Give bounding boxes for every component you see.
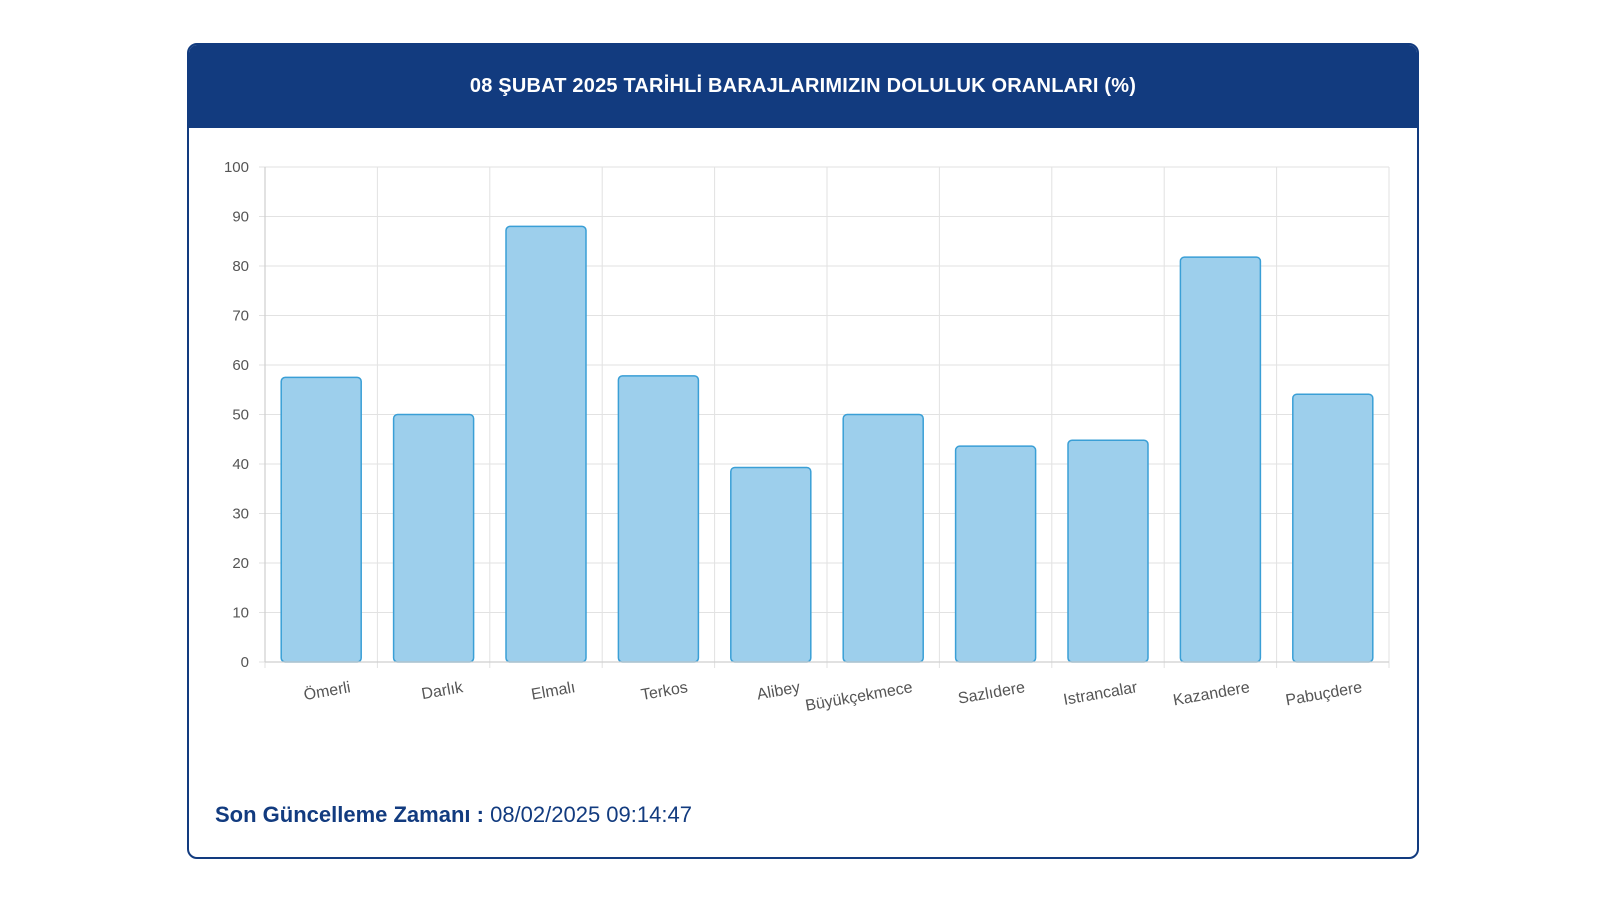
y-tick-label: 80 [232, 258, 249, 275]
bars [280, 225, 1374, 663]
x-tick-label: Pabuçdere [1284, 679, 1363, 709]
x-tick-label: Büyükçekmece [804, 679, 914, 715]
bar-chart: 0 10 20 30 40 50 60 70 80 90 100 Ömerli Darlık Elmalı… [224, 159, 1390, 715]
bar-5 [842, 413, 924, 663]
last-update: Son Güncelleme Zamanı : 08/02/2025 09:14… [215, 802, 692, 828]
x-tick-label: Terkos [640, 679, 689, 704]
y-tick-label: 100 [224, 159, 249, 176]
last-update-value: 08/02/2025 09:14:47 [490, 802, 692, 827]
bar-0 [280, 376, 362, 663]
x-tick-label: Istrancalar [1062, 679, 1139, 709]
bar-7 [1067, 439, 1149, 663]
bar-8 [1179, 256, 1262, 663]
x-tick-label: Kazandere [1172, 679, 1251, 709]
y-tick-label: 70 [232, 308, 249, 325]
y-tick-label: 30 [232, 506, 249, 523]
x-tick-label: Sazlıdere [957, 679, 1027, 707]
bar-2 [505, 225, 587, 663]
y-tick-label: 60 [232, 357, 249, 374]
x-tick-label: Ömerli [302, 678, 352, 704]
y-tick-label: 20 [232, 555, 249, 572]
y-tick-label: 0 [241, 654, 249, 671]
x-tick-label: Alibey [756, 679, 802, 703]
x-tick-label: Elmalı [530, 679, 577, 703]
bar-9 [1292, 393, 1374, 663]
y-tick-label: 90 [232, 209, 249, 226]
x-tick-label: Darlık [420, 679, 465, 703]
axes [264, 167, 1389, 663]
y-tick-label: 10 [232, 605, 249, 622]
chart-title: 08 ŞUBAT 2025 TARİHLİ BARAJLARIMIZIN DOL… [469, 75, 1137, 97]
bar-6 [954, 445, 1037, 663]
y-tick-label: 40 [232, 456, 249, 473]
bar-4 [730, 466, 812, 663]
chart-card: 08 ŞUBAT 2025 TARİHLİ BARAJLARIMIZIN DOL… [187, 43, 1419, 859]
bar-1 [392, 413, 475, 663]
card-header: 08 ŞUBAT 2025 TARİHLİ BARAJLARIMIZIN DOL… [189, 45, 1417, 128]
last-update-label: Son Güncelleme Zamanı : [215, 802, 484, 827]
bar-3 [617, 375, 700, 663]
y-tick-label: 50 [232, 407, 249, 424]
